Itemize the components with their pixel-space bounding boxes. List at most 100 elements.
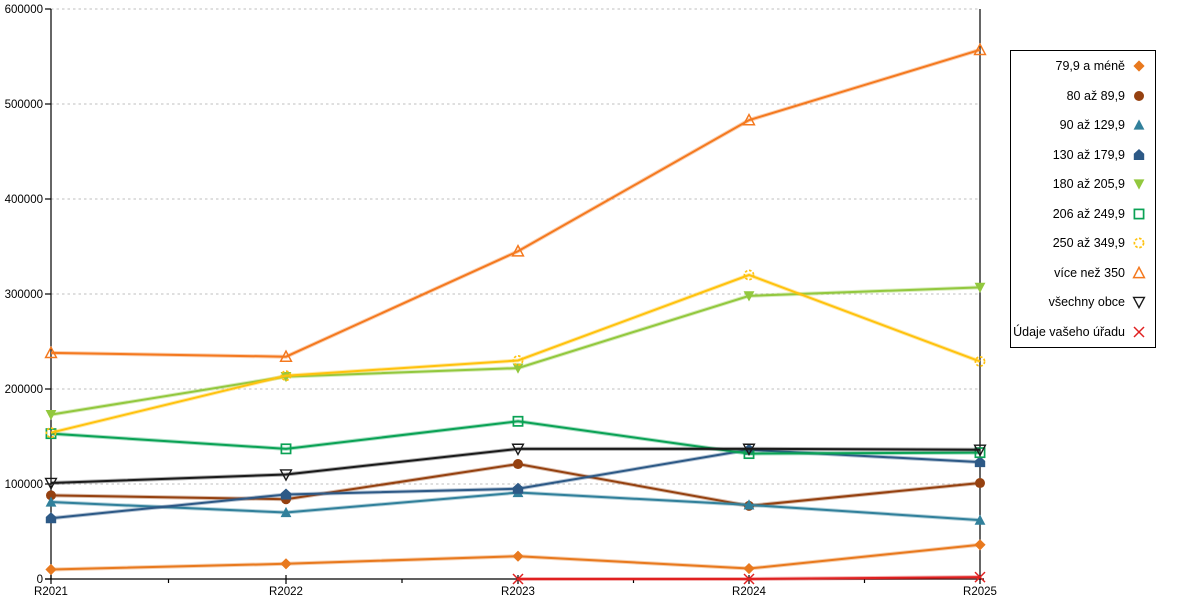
data-point-marker	[45, 410, 57, 421]
data-point-marker	[511, 443, 525, 456]
legend-marker-pentagon-icon	[1133, 148, 1145, 160]
x-axis-tick-label: R2025	[963, 586, 997, 598]
data-point-marker	[279, 349, 293, 363]
data-point-marker	[1133, 148, 1145, 160]
series-line-glow	[50, 462, 981, 508]
series-line	[50, 447, 981, 485]
data-point-marker	[512, 550, 524, 562]
series-line	[50, 48, 981, 358]
legend-item: 80 až 89,9	[1011, 82, 1155, 110]
legend-item-label: všechny obce	[1048, 295, 1125, 310]
y-axis-tick-label: 0	[37, 574, 43, 586]
y-axis-tick-label: 600000	[5, 4, 43, 16]
data-point-marker	[44, 477, 58, 491]
series-line	[50, 420, 981, 455]
series-10	[512, 571, 986, 585]
data-point-marker	[45, 512, 57, 524]
x-axis-tick-label: R2022	[269, 586, 303, 598]
legend-item: všechny obce	[1011, 288, 1155, 316]
data-point-marker	[974, 447, 986, 459]
legend-item-label: 206 až 249,9	[1052, 206, 1125, 221]
data-point-marker	[973, 42, 987, 56]
legend-item: 180 až 205,9	[1011, 170, 1155, 198]
data-point-marker	[45, 496, 57, 507]
legend-item-label: Údaje vašeho úřadu	[1013, 324, 1125, 339]
data-point-marker	[1133, 237, 1145, 249]
data-point-marker	[280, 370, 292, 382]
legend-marker-triangle-down-icon	[1133, 179, 1145, 190]
data-point-marker	[742, 112, 756, 126]
data-point-marker	[280, 558, 292, 570]
data-point-marker	[45, 563, 57, 576]
legend-item-label: 250 až 349,9	[1052, 236, 1125, 251]
legend-marker-triangle-up-icon	[1133, 119, 1145, 130]
data-point-marker	[1133, 208, 1145, 220]
data-point-marker	[280, 443, 292, 455]
series-8	[44, 42, 987, 363]
data-point-marker	[974, 514, 986, 525]
legend-item-label: více než 350	[1054, 265, 1125, 280]
legend-marker-circle-icon	[1134, 90, 1144, 101]
data-point-marker	[1134, 90, 1144, 101]
data-point-marker	[45, 427, 57, 439]
legend-item-label: 80 až 89,9	[1066, 88, 1125, 103]
data-point-marker	[1132, 265, 1146, 278]
y-axis-tick-label: 400000	[5, 194, 43, 206]
data-point-marker	[974, 539, 986, 551]
legend-item: 90 až 129,9	[1011, 111, 1155, 139]
legend-marker-square-open-icon	[1133, 208, 1145, 220]
legend-item-label: 180 až 205,9	[1052, 177, 1125, 192]
series-6	[45, 415, 986, 460]
data-point-marker	[1133, 326, 1145, 338]
data-point-marker	[973, 444, 987, 457]
data-point-marker	[743, 269, 755, 281]
legend-item-label: 90 až 129,9	[1059, 118, 1125, 133]
x-axis-tick-label: R2021	[34, 586, 68, 598]
y-axis-tick-label: 300000	[5, 289, 43, 301]
data-point-marker	[974, 456, 986, 468]
legend-item: 250 až 349,9	[1011, 229, 1155, 257]
series-line	[50, 273, 981, 434]
legend-item: 130 až 179,9	[1011, 141, 1155, 169]
data-point-marker	[279, 469, 293, 482]
legend-item: 79,9 a méně	[1011, 52, 1155, 80]
legend-item-label: 130 až 179,9	[1052, 147, 1125, 162]
data-point-marker	[511, 244, 525, 257]
data-point-marker	[512, 573, 524, 585]
data-point-marker	[513, 459, 523, 470]
chart-legend: 79,9 a méně 80 až 89,9 90 až 129,9 130 až 1…	[1010, 50, 1156, 348]
data-point-marker	[742, 443, 756, 456]
series-line	[50, 286, 981, 416]
x-axis-tick-label: R2024	[732, 586, 766, 598]
data-point-marker	[1132, 296, 1146, 310]
data-point-marker	[975, 478, 985, 489]
data-point-marker	[280, 488, 292, 500]
legend-marker-triangle-open-icon	[1132, 265, 1146, 278]
legend-item: 206 až 249,9	[1011, 200, 1155, 228]
data-point-marker	[974, 282, 986, 293]
data-point-marker	[512, 363, 524, 374]
data-point-marker	[280, 506, 292, 518]
data-point-marker	[512, 482, 524, 494]
data-point-marker	[46, 490, 56, 501]
series-1	[45, 539, 986, 576]
data-point-marker	[743, 499, 755, 510]
data-point-marker	[743, 291, 755, 302]
data-point-marker	[512, 355, 524, 366]
data-point-marker	[974, 356, 986, 367]
data-point-marker	[743, 573, 755, 585]
legend-marker-x-mark-icon	[1133, 326, 1145, 338]
data-point-marker	[743, 562, 755, 575]
data-point-marker	[44, 345, 58, 359]
series-line-glow	[50, 285, 981, 417]
data-point-marker	[974, 571, 986, 583]
y-axis-tick-label: 100000	[5, 479, 43, 491]
legend-marker-circle-open-dashed-icon	[1133, 237, 1145, 249]
data-point-marker	[1133, 60, 1145, 73]
legend-item: Údaje vašeho úřadu	[1011, 318, 1155, 346]
data-point-marker	[1133, 179, 1145, 190]
legend-item: více než 350	[1011, 259, 1155, 287]
data-point-marker	[512, 415, 524, 427]
